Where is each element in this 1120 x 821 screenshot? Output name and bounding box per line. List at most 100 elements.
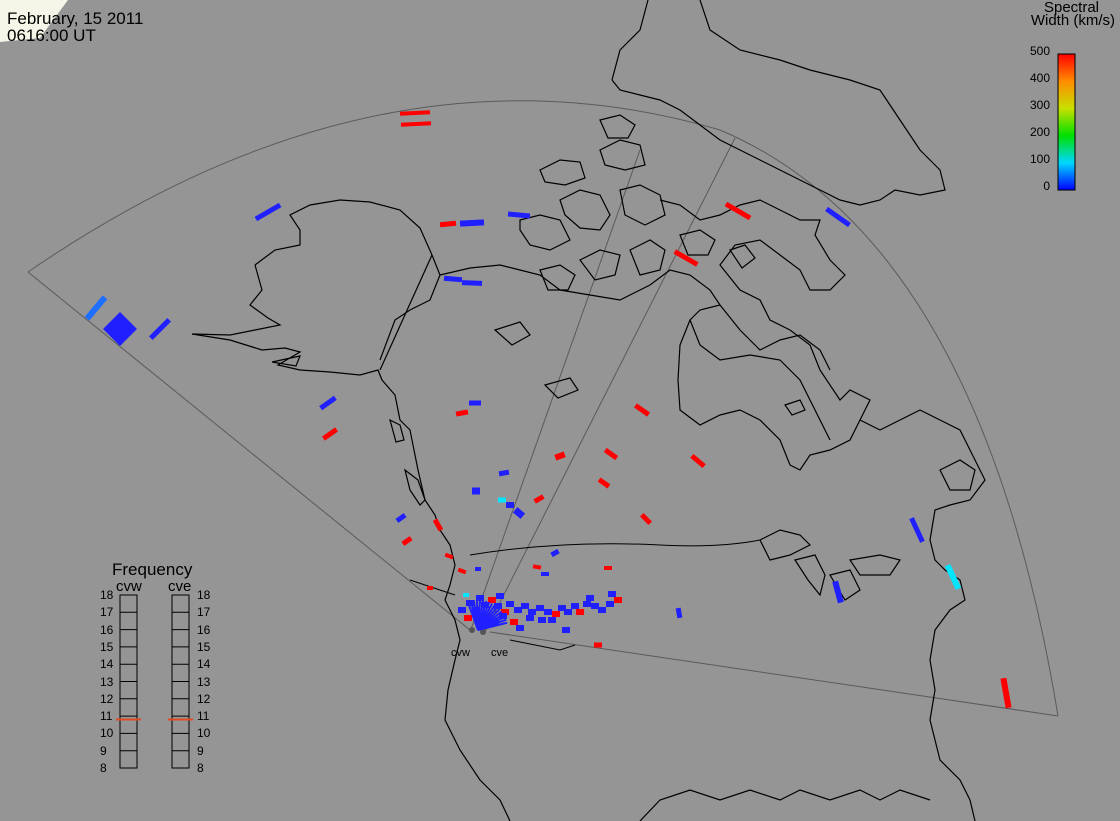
echo-segment bbox=[506, 502, 514, 508]
frequency-tick-left: 17 bbox=[100, 605, 114, 620]
echo-segment bbox=[439, 220, 457, 228]
echo-segment bbox=[603, 447, 619, 461]
echo-segment bbox=[909, 517, 925, 543]
echo-segment bbox=[832, 580, 844, 604]
frequency-tick-right: 11 bbox=[197, 709, 210, 724]
frequency-title: Frequency bbox=[112, 560, 193, 579]
echo-segment bbox=[488, 597, 496, 603]
frequency-tick-left: 16 bbox=[100, 622, 114, 637]
frequency-scales bbox=[116, 594, 193, 769]
frequency-tick-right: 8 bbox=[197, 761, 204, 775]
echo-segment bbox=[512, 507, 526, 519]
colorbar-tick-400: 400 bbox=[1029, 71, 1050, 85]
echo-segment bbox=[432, 518, 444, 532]
frequency-tick-left: 18 bbox=[100, 588, 114, 602]
echo-segment bbox=[514, 607, 522, 613]
echo-segment bbox=[501, 609, 509, 615]
frequency-tick-right: 13 bbox=[197, 674, 211, 689]
echo-segment bbox=[427, 586, 433, 590]
echo-segment bbox=[496, 593, 504, 599]
echo-segment bbox=[464, 615, 472, 621]
echo-segment bbox=[594, 642, 602, 648]
echo-segment bbox=[528, 609, 536, 615]
frequency-tick-left: 11 bbox=[100, 709, 113, 724]
echo-segment bbox=[498, 497, 506, 503]
frequency-tick-right: 15 bbox=[197, 639, 211, 654]
cve-scale-label: cve bbox=[168, 578, 192, 595]
echo-segment bbox=[548, 617, 556, 623]
colorbar-gradient bbox=[1057, 53, 1076, 191]
frequency-tick-left: 12 bbox=[100, 691, 114, 706]
echo-segment bbox=[475, 567, 481, 571]
echo-segment bbox=[586, 595, 594, 601]
echo-segment bbox=[591, 603, 599, 609]
echo-segment bbox=[552, 611, 560, 617]
site-label-cvw: cvw bbox=[451, 647, 470, 659]
echo-segment bbox=[84, 295, 108, 321]
echo-segment bbox=[554, 451, 566, 461]
echo-segment bbox=[541, 572, 549, 576]
echo-segment bbox=[598, 607, 606, 613]
echo-segment bbox=[477, 621, 508, 631]
echo-segment bbox=[458, 607, 466, 613]
colorbar-title-line2: Width (km/s) bbox=[1030, 12, 1115, 29]
echo-segment bbox=[472, 487, 480, 495]
echo-segment bbox=[461, 280, 483, 286]
echo-segment bbox=[558, 605, 566, 611]
frequency-tick-right: 17 bbox=[197, 605, 211, 620]
cvw-scale-label: cvw bbox=[116, 578, 142, 595]
echo-segment bbox=[521, 603, 529, 609]
echo-segment bbox=[606, 601, 614, 607]
frequency-tick-right: 16 bbox=[197, 622, 211, 637]
echo-segment bbox=[675, 607, 683, 619]
frequency-tick-right: 12 bbox=[197, 691, 211, 706]
echo-segment bbox=[400, 121, 432, 127]
echo-segment bbox=[673, 249, 699, 267]
echo-segment bbox=[443, 275, 463, 283]
echo-segment bbox=[608, 591, 616, 597]
site-label-cve: cve bbox=[491, 647, 509, 659]
echo-segment bbox=[639, 512, 653, 526]
radar-sites bbox=[469, 627, 486, 635]
borders bbox=[409, 539, 761, 651]
echo-segment bbox=[583, 601, 591, 607]
echo-segment bbox=[498, 469, 510, 477]
echo-segment bbox=[507, 211, 531, 219]
echo-segment bbox=[469, 400, 481, 406]
echo-segment bbox=[576, 609, 584, 615]
frequency-tick-left: 8 bbox=[100, 761, 107, 775]
echo-segment bbox=[634, 403, 650, 417]
echo-segment bbox=[149, 318, 171, 340]
echo-segment bbox=[571, 603, 579, 609]
echo-segment bbox=[690, 453, 706, 469]
echo-segment bbox=[532, 564, 542, 570]
frequency-tick-right: 9 bbox=[197, 743, 204, 758]
frequency-tick-right: 10 bbox=[197, 726, 211, 741]
frequency-tick-left: 9 bbox=[100, 743, 107, 758]
echo-segment bbox=[319, 395, 337, 411]
colorbar-tick-300: 300 bbox=[1029, 98, 1050, 112]
echo-segment bbox=[494, 603, 502, 609]
echo-segment bbox=[536, 605, 544, 611]
echo-cells bbox=[84, 110, 1012, 709]
echo-segment bbox=[103, 312, 137, 346]
echo-segment bbox=[254, 202, 282, 222]
echo-segment bbox=[322, 427, 338, 441]
echo-segment bbox=[516, 625, 524, 631]
echo-segment bbox=[562, 627, 570, 633]
echo-segment bbox=[944, 563, 962, 591]
fov-outline bbox=[27, 100, 1059, 717]
echo-segment bbox=[533, 494, 545, 504]
echo-segment bbox=[401, 536, 413, 546]
echo-segment bbox=[399, 110, 431, 116]
time-label: 0616:00 UT bbox=[7, 26, 96, 45]
date-label: February, 15 2011 bbox=[7, 9, 144, 28]
colorbar-title-line1: Spectral bbox=[1043, 0, 1099, 16]
echo-segment bbox=[510, 619, 518, 625]
daylight-region bbox=[0, 0, 68, 42]
echo-segment bbox=[463, 593, 469, 597]
echo-segment bbox=[825, 206, 851, 228]
echo-segment bbox=[544, 609, 552, 615]
frequency-tick-right: 18 bbox=[197, 588, 211, 602]
